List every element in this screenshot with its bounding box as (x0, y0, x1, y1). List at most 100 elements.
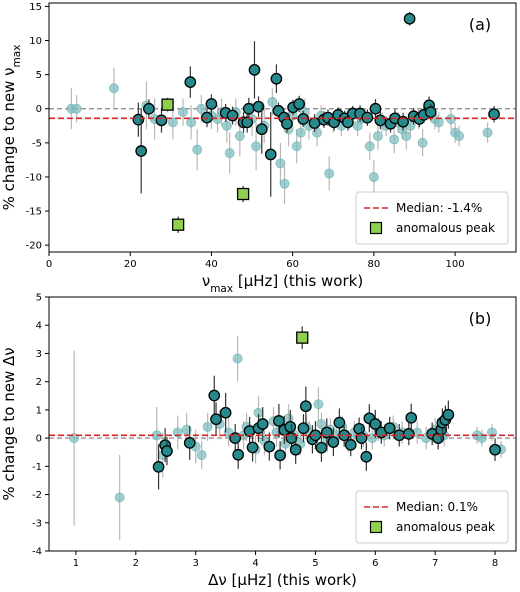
data-point-light (108, 83, 119, 94)
legend-anomalous-label: anomalous peak (396, 520, 495, 534)
y-axis-label: % change to new νmax (0, 45, 23, 211)
y-tick-label: 3 (36, 349, 42, 360)
data-point-light (196, 450, 207, 461)
panel-label: (b) (469, 309, 492, 328)
y-tick-label: -4 (32, 547, 42, 558)
data-point-light (251, 141, 262, 152)
anomalous-point (296, 331, 309, 344)
legend-anomalous-swatch (369, 520, 383, 534)
data-point-light (186, 117, 197, 128)
series-anomalous-a (161, 97, 250, 233)
data-point-dark (488, 108, 500, 121)
y-tick-label: 5 (36, 293, 42, 304)
legend-box (355, 490, 509, 544)
data-point-dark (369, 418, 382, 430)
data-point-dark (403, 12, 416, 25)
x-tick-label: 100 (446, 259, 465, 270)
data-point-light (234, 131, 245, 142)
axes-frame (48, 296, 517, 552)
x-tick-label: 6 (372, 558, 378, 569)
data-point-dark (210, 413, 222, 426)
series-dark-a (132, 11, 500, 197)
anomalous-point (171, 218, 185, 231)
x-tick-label: 80 (368, 259, 381, 270)
data-point-dark (246, 441, 259, 454)
y-axis-label: % change to new Δν (0, 347, 18, 500)
data-point-dark (402, 428, 415, 440)
legend-anomalous-label: anomalous peak (396, 221, 495, 235)
series-anomalous-b (296, 326, 309, 349)
data-point-dark (155, 114, 168, 127)
data-point-dark (299, 400, 312, 413)
data-point-light (401, 131, 412, 142)
y-tick-label: 5 (36, 70, 42, 81)
x-tick-label: 60 (286, 259, 299, 270)
data-point-light (316, 418, 327, 429)
data-point-light (324, 168, 335, 179)
y-tick-label: -5 (32, 138, 42, 149)
data-point-dark (270, 72, 283, 85)
y-tick-label: -20 (26, 241, 42, 252)
y-tick-label: 4 (36, 321, 42, 332)
data-point-dark (183, 437, 196, 449)
y-tick-label: 2 (36, 377, 42, 388)
legend-median-label: Median: 0.1% (396, 500, 478, 514)
x-axis-label: νmax [μHz] (this work) (202, 272, 363, 295)
x-tick-label: 8 (492, 558, 498, 569)
data-point-dark (256, 418, 269, 430)
data-point-light (295, 127, 306, 138)
x-tick-label: 40 (205, 259, 218, 270)
y-tick-label: -10 (26, 172, 42, 183)
legend-anomalous-swatch (369, 221, 383, 235)
y-tick-label: 10 (29, 36, 42, 47)
data-point-dark (274, 449, 286, 462)
anomalous-point (236, 187, 250, 201)
data-point-light (291, 141, 302, 152)
data-point-light (114, 492, 125, 503)
data-point-light (224, 148, 235, 159)
legend-b: Median: 0.1% anomalous peak (355, 490, 509, 544)
data-point-light (232, 353, 243, 364)
x-tick-label: 2 (133, 558, 139, 569)
data-point-dark (297, 422, 310, 435)
data-point-light (192, 144, 203, 155)
data-point-dark (242, 102, 255, 115)
data-point-light (279, 178, 290, 189)
data-point-light (313, 399, 324, 410)
data-point-dark (360, 450, 373, 463)
data-point-dark (424, 106, 437, 119)
data-point-dark (315, 441, 328, 454)
data-point-dark (241, 116, 254, 129)
y-tick-label: -15 (26, 207, 42, 218)
x-axis-label: Δν [μHz] (this work) (208, 571, 357, 588)
data-point-dark (226, 109, 239, 122)
data-point-dark (342, 116, 354, 129)
data-point-dark (205, 98, 218, 110)
data-point-light (221, 120, 232, 131)
data-point-dark (293, 98, 305, 110)
data-point-dark (184, 76, 197, 88)
data-point-light (312, 127, 323, 138)
data-point-dark (152, 461, 165, 473)
data-point-light (71, 103, 82, 114)
panel-label: (a) (469, 15, 491, 34)
data-point-dark (289, 443, 302, 456)
x-tick-label: 1 (73, 558, 79, 569)
y-tick-label: -1 (32, 462, 42, 473)
x-tick-label: 3 (192, 558, 198, 569)
legend-a: Median: -1.4% anomalous peak (355, 191, 509, 245)
data-point-dark (252, 100, 265, 113)
y-tick-label: 15 (29, 2, 42, 13)
data-point-dark (135, 145, 148, 157)
data-point-dark (229, 432, 242, 444)
data-point-dark (397, 115, 409, 128)
data-point-dark (374, 114, 387, 127)
legend-box (355, 191, 509, 245)
data-point-light (364, 141, 375, 152)
data-point-light (454, 131, 465, 142)
data-point-light (389, 134, 400, 145)
data-point-dark (255, 123, 268, 136)
data-point-dark (333, 416, 346, 429)
